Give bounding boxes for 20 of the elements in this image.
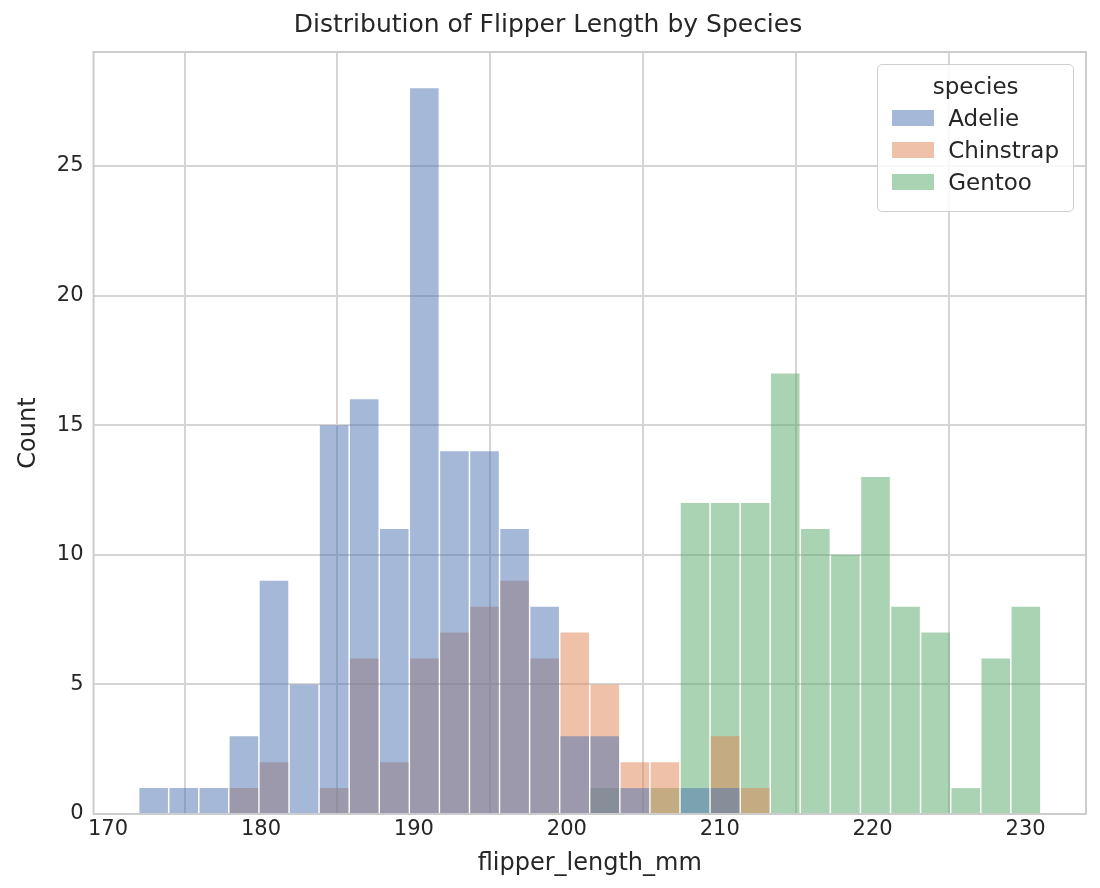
y-tick-label: 15 [56, 411, 84, 436]
x-tick-label: 190 [393, 816, 434, 841]
x-tick-label: 200 [546, 816, 587, 841]
x-axis-title: flipper_length_mm [477, 847, 702, 876]
legend-label: Gentoo [948, 169, 1032, 195]
chart-title: Distribution of Flipper Length by Species [293, 8, 803, 38]
legend-title: species [931, 73, 1020, 99]
x-tick-label: 230 [1005, 816, 1046, 841]
y-tick-label: 10 [56, 541, 84, 566]
y-tick-label: 0 [70, 800, 84, 825]
y-tick-label: 5 [70, 670, 84, 695]
x-tick-label: 170 [88, 816, 129, 841]
legend-label: Chinstrap [948, 137, 1059, 163]
y-tick-label: 20 [56, 282, 84, 307]
legend-label: Adelie [948, 105, 1020, 131]
y-tick-label: 25 [56, 152, 84, 177]
y-axis-title: Count [12, 397, 41, 469]
x-tick-label: 210 [699, 816, 740, 841]
x-tick-label: 180 [240, 816, 282, 841]
x-tick-label: 220 [852, 816, 893, 841]
